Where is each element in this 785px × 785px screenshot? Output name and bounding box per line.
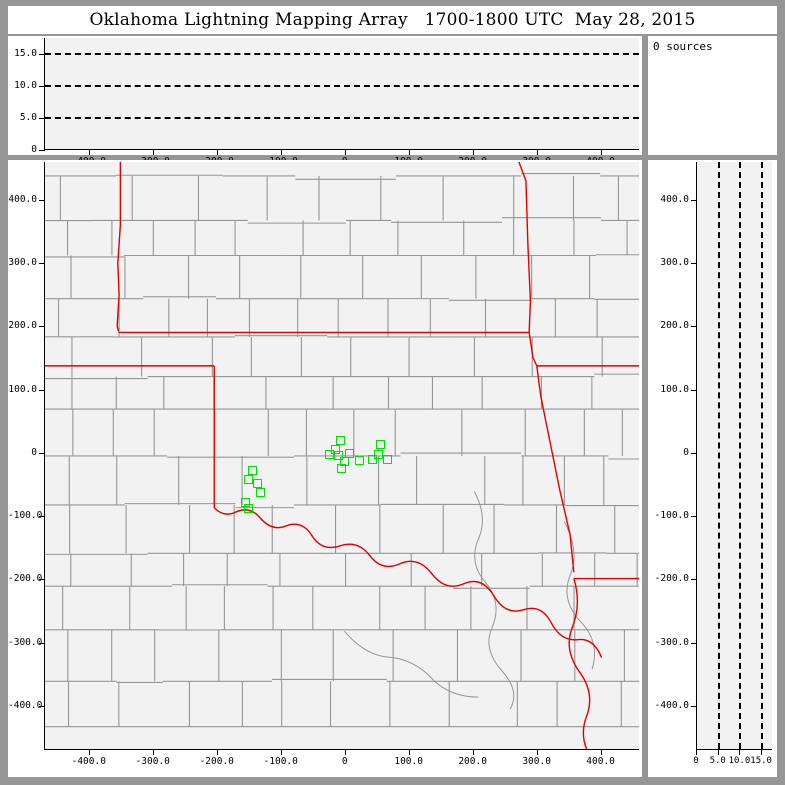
x-tick-mark [536, 750, 538, 755]
x-tick-mark [761, 750, 763, 755]
y-tick-label: 0 [31, 446, 37, 458]
x-tick-mark [600, 150, 602, 155]
page-title: Oklahoma Lightning Mapping Array 1700-18… [89, 10, 696, 30]
gridline-x [717, 162, 720, 749]
y-tick-label: 0 [683, 446, 689, 458]
y-tick-label: -400.0 [654, 699, 689, 711]
x-tick-mark [216, 750, 218, 755]
x-tick-label: 15.0 [750, 756, 772, 766]
y-tick-label: -100.0 [654, 510, 689, 522]
y-tick-mark [39, 118, 45, 119]
y-tick-mark [691, 326, 697, 328]
y-tick-mark [691, 705, 697, 707]
x-tick-label: 0 [341, 756, 348, 767]
x-tick-mark [600, 750, 602, 755]
y-tick-label: 100.0 [8, 383, 37, 395]
x-tick-label: -300.0 [135, 756, 170, 767]
y-tick-mark [39, 86, 45, 87]
y-tick-label: -200.0 [8, 573, 43, 585]
x-tick-mark [739, 750, 741, 755]
y-tick-label: 300.0 [8, 257, 37, 269]
y-tick-mark [691, 642, 697, 644]
title-bar: Oklahoma Lightning Mapping Array 1700-18… [8, 6, 777, 34]
x-tick-label: 10.0 [728, 756, 751, 766]
x-tick-mark [472, 150, 474, 155]
x-tick-mark [408, 150, 410, 155]
x-tick-mark [536, 150, 538, 155]
y-tick-mark [691, 516, 697, 518]
map-plot-area[interactable] [44, 162, 639, 750]
y-tick-label: -300.0 [654, 636, 689, 648]
x-tick-label: -200.0 [199, 756, 234, 767]
y-tick-label: 5.0 [19, 112, 37, 123]
x-tick-label: 0 [693, 756, 699, 766]
y-tick-mark [39, 263, 45, 265]
x-tick-mark [344, 150, 346, 155]
y-tick-mark [39, 579, 45, 581]
east-west-plot-area[interactable] [696, 162, 772, 750]
x-tick-mark [88, 150, 90, 155]
y-tick-mark [39, 199, 45, 201]
y-tick-mark [39, 516, 45, 518]
gridline-y [45, 53, 639, 55]
x-tick-mark [696, 750, 697, 755]
y-tick-label: 200.0 [660, 320, 689, 332]
y-tick-mark [39, 642, 45, 644]
y-tick-label: 400.0 [660, 193, 689, 205]
x-tick-label: -100.0 [263, 756, 298, 767]
x-tick-label: 200.0 [458, 756, 487, 767]
y-tick-mark [691, 199, 697, 201]
y-tick-label: 0 [31, 144, 37, 155]
y-tick-mark [39, 54, 45, 55]
x-tick-mark [472, 750, 474, 755]
county-boundary-lines [45, 173, 639, 728]
x-tick-label: 300.0 [522, 756, 551, 767]
y-tick-label: -300.0 [8, 636, 43, 648]
x-tick-label: 5.0 [709, 756, 726, 766]
x-tick-mark [152, 750, 154, 755]
x-tick-mark [216, 150, 218, 155]
gridline-y [45, 117, 639, 119]
x-tick-label: 400.0 [586, 756, 615, 767]
y-tick-mark [691, 452, 697, 454]
y-tick-label: 100.0 [660, 383, 689, 395]
time-height-plot-area[interactable] [44, 38, 639, 150]
state-boundary-lines [45, 162, 639, 749]
sources-info-panel: 0 sources [648, 36, 777, 155]
y-tick-mark [39, 705, 45, 707]
time-height-panel: 05.010.015.0-400.0-300.0-200.0-100.00100… [8, 36, 642, 167]
y-tick-mark [39, 452, 45, 454]
east-west-projection-panel: 0 5.0 10.0 15.0 -400.0 -300.0 -200.0 -100.0 0 100… [648, 160, 777, 777]
y-tick-mark [39, 326, 45, 328]
x-tick-mark [280, 750, 282, 755]
gridline-x [739, 162, 742, 749]
x-tick-mark [280, 150, 282, 155]
y-tick-label: 10.0 [14, 80, 37, 91]
y-tick-label: 400.0 [8, 193, 37, 205]
y-tick-label: -100.0 [8, 510, 43, 522]
y-tick-label: 300.0 [660, 257, 689, 269]
x-tick-mark [152, 150, 154, 155]
x-tick-mark [88, 750, 90, 755]
y-tick-mark [691, 389, 697, 391]
x-tick-label: 100.0 [394, 756, 423, 767]
map-panel: -400.0 -300.0 -200.0 -100.0 0 100.0 200.0 300.0… [8, 160, 642, 777]
y-tick-mark [691, 263, 697, 265]
basemap-boundaries [45, 162, 639, 749]
y-tick-label: -400.0 [8, 699, 43, 711]
y-tick-mark [691, 579, 697, 581]
gridline-y [45, 85, 639, 87]
x-tick-mark [717, 750, 719, 755]
x-tick-mark [408, 750, 410, 755]
x-tick-label: -400.0 [71, 756, 106, 767]
sources-count-label: 0 sources [653, 40, 713, 53]
x-tick-mark [344, 750, 346, 755]
y-tick-label: -200.0 [654, 573, 689, 585]
y-tick-mark [39, 150, 45, 151]
y-tick-label: 15.0 [14, 48, 37, 59]
gridline-x [761, 162, 764, 749]
y-tick-label: 200.0 [8, 320, 37, 332]
y-tick-mark [39, 389, 45, 391]
